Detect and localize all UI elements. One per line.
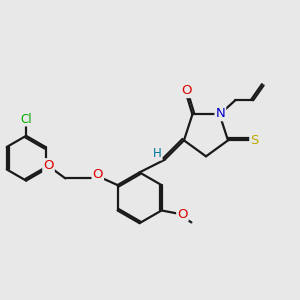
Text: H: H: [153, 146, 161, 160]
Text: O: O: [43, 159, 54, 172]
Text: O: O: [92, 168, 103, 181]
Text: O: O: [177, 208, 188, 221]
Text: S: S: [250, 134, 259, 147]
Text: N: N: [215, 107, 225, 120]
Text: O: O: [182, 84, 192, 97]
Text: Cl: Cl: [20, 112, 32, 125]
